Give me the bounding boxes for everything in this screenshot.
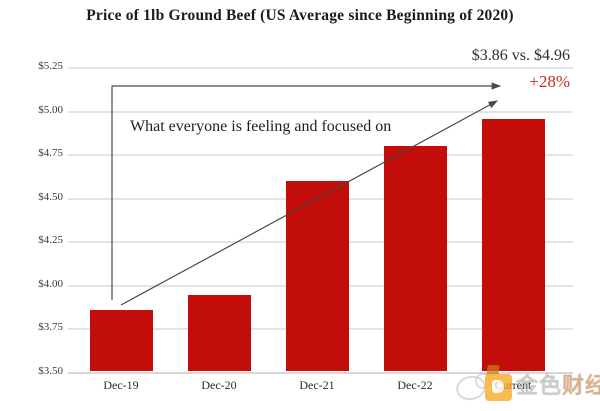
bar-dec-20 <box>187 294 251 371</box>
x-axis-label: Dec-22 <box>397 378 433 392</box>
annotation-percent-change: +28% <box>529 72 570 91</box>
x-axis-label: Dec-21 <box>299 378 335 392</box>
x-axis-label: Dec-19 <box>103 378 139 392</box>
watermark-text: 金色财经 <box>516 368 600 400</box>
watermark-text-gold: 金色 <box>516 374 563 399</box>
y-axis-tick-label: $4.75 <box>38 147 63 160</box>
watermark-text-accent: 财经 <box>562 374 600 399</box>
y-axis-tick-label: $3.50 <box>38 365 63 377</box>
y-axis-tick-label: $3.75 <box>38 321 63 334</box>
bar-dec-19 <box>89 310 153 371</box>
gridline <box>68 110 573 113</box>
bar-dec-22 <box>383 146 447 371</box>
chart-title: Price of 1lb Ground Beef (US Average sin… <box>86 7 514 24</box>
x-axis-label: Dec-20 <box>201 378 237 392</box>
watermark-jinse: 金色财经 <box>448 360 600 408</box>
y-axis-tick-label: $4.50 <box>38 190 63 203</box>
bar-current <box>481 118 545 371</box>
y-axis-tick-label: $5.25 <box>38 60 63 72</box>
annotation-comparison: $3.86 vs. $4.96 <box>471 47 570 64</box>
jinse-logo-icon <box>484 365 514 403</box>
y-axis-tick-label: $5.00 <box>38 103 63 116</box>
gridline <box>68 372 573 374</box>
bar-dec-21 <box>285 181 349 371</box>
gridline <box>68 67 573 69</box>
y-axis-tick-label: $4.00 <box>38 277 63 290</box>
annotation-feeling: What everyone is feeling and focused on <box>130 118 392 135</box>
y-axis-tick-label: $4.25 <box>38 234 63 247</box>
